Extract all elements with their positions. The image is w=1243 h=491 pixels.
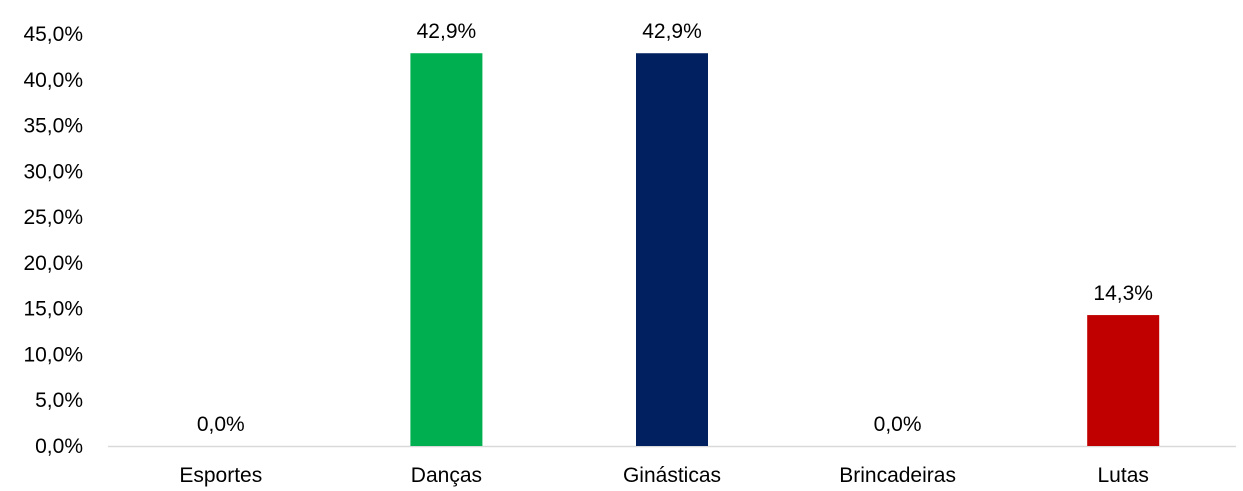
category-label: Esportes [179, 464, 262, 487]
y-tick-label: 45,0% [23, 23, 83, 46]
y-tick-label: 35,0% [23, 115, 83, 138]
y-tick-label: 5,0% [35, 389, 83, 412]
data-label: 14,3% [1093, 282, 1153, 305]
bars [410, 53, 1160, 447]
category-labels: Esportes Danças Ginásticas Brincadeiras Luta… [179, 464, 1149, 487]
data-label: 0,0% [874, 413, 922, 436]
y-tick-label: 30,0% [23, 160, 83, 183]
y-tick-label: 20,0% [23, 252, 83, 275]
category-label: Ginásticas [623, 464, 721, 487]
category-label: Danças [411, 464, 482, 487]
bar [636, 53, 708, 447]
data-label: 42,9% [417, 20, 477, 43]
y-tick-label: 40,0% [23, 69, 83, 92]
y-axis-ticks: 0,0% 5,0% 10,0% 15,0% 20,0% 25,0% 30,0% 35,0% 40… [23, 23, 83, 458]
bar [410, 53, 483, 447]
y-tick-label: 0,0% [35, 435, 83, 458]
category-label: Brincadeiras [839, 464, 956, 487]
data-label: 0,0% [197, 413, 245, 436]
category-label: Lutas [1098, 464, 1149, 487]
y-tick-label: 25,0% [23, 206, 83, 229]
bar [1087, 315, 1160, 446]
data-label: 42,9% [642, 20, 702, 43]
data-labels: 0,0% 42,9% 42,9% 0,0% 14,3% [197, 20, 1153, 436]
y-tick-label: 10,0% [23, 343, 83, 366]
y-tick-label: 15,0% [23, 298, 83, 321]
